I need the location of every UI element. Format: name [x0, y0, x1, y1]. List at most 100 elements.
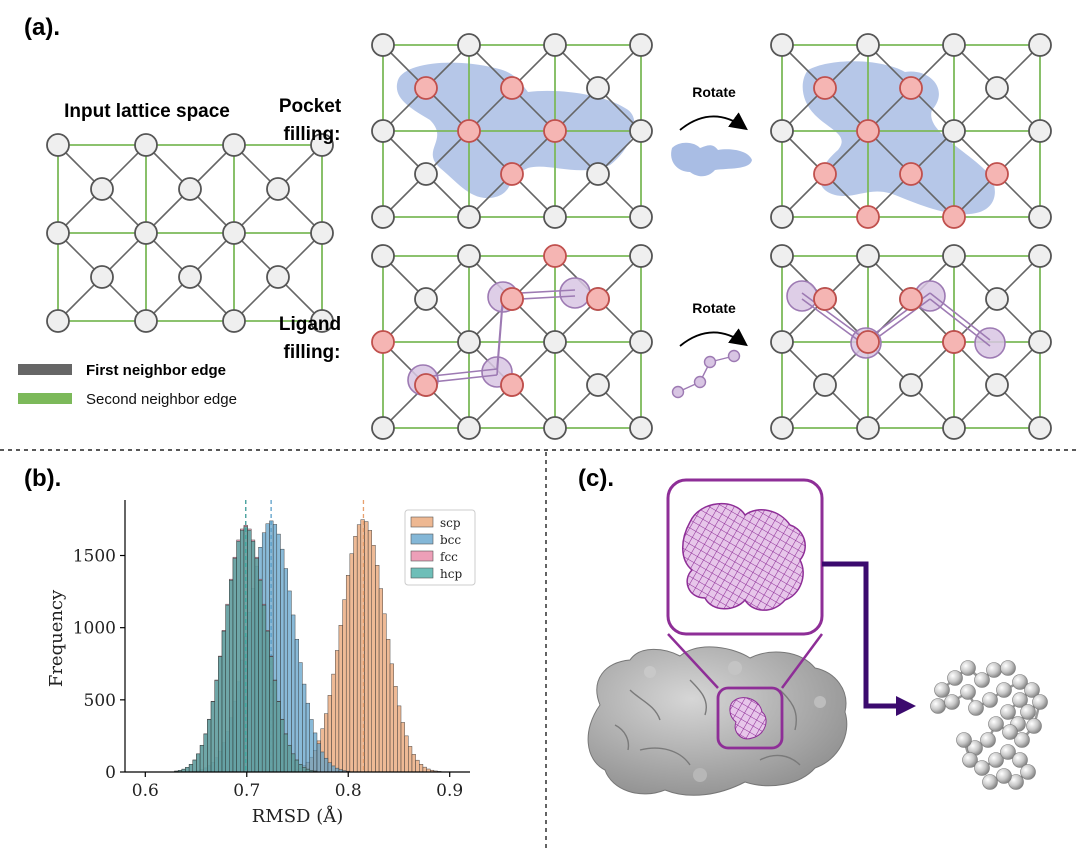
- rotate-arrow-2: Rotate: [671, 300, 748, 399]
- legend-label-bcc: bcc: [440, 533, 461, 547]
- lattice-node: [178, 177, 202, 201]
- histogram-bar: [287, 590, 292, 773]
- legend-swatch-scp: [410, 516, 434, 528]
- histogram-bar: [313, 732, 318, 773]
- lattice-node-selected: [985, 162, 1009, 186]
- histogram-bar: [338, 624, 343, 773]
- lattice-node: [310, 133, 334, 157]
- lattice-node: [543, 33, 567, 57]
- lattice-ball: [1000, 744, 1016, 760]
- histogram-bar: [364, 521, 369, 773]
- x-tick-label: 0.6: [132, 781, 159, 801]
- x-tick-label: 0.9: [436, 781, 463, 801]
- ligand-lattice-after: [770, 244, 1052, 440]
- histogram-bar: [327, 762, 332, 773]
- histogram-bar: [371, 545, 376, 773]
- histogram-bar: [291, 614, 296, 773]
- lattice-node: [899, 373, 923, 397]
- lattice-node: [371, 119, 395, 143]
- histogram-bar: [327, 695, 332, 773]
- histogram-bar: [404, 735, 409, 773]
- lattice-ball: [996, 682, 1012, 698]
- lattice-ball: [988, 752, 1004, 768]
- lattice-node: [1028, 33, 1052, 57]
- lattice-node: [856, 33, 880, 57]
- histogram-bar: [229, 580, 234, 773]
- histogram-bar: [272, 680, 278, 773]
- y-tick-label: 0: [105, 763, 116, 783]
- legend-swatch-hcp: [410, 567, 434, 579]
- pocket-mesh-small: [729, 697, 767, 740]
- histogram-bar: [196, 753, 201, 773]
- lattice-node: [90, 177, 114, 201]
- rotate-label-2: Rotate: [692, 300, 736, 316]
- lattice-node: [310, 309, 334, 333]
- histogram-bar: [389, 663, 394, 773]
- histogram-bar: [280, 719, 285, 773]
- histogram-bar: [408, 746, 413, 773]
- legend-second-edge: Second neighbor edge: [86, 391, 237, 408]
- lattice-node: [134, 133, 158, 157]
- lattice-ball: [974, 672, 990, 688]
- histogram-bar: [265, 630, 270, 773]
- lattice-node: [414, 162, 438, 186]
- histogram-bar: [203, 733, 208, 773]
- lattice-node-selected: [500, 373, 524, 397]
- rmsd-histogram: 0.6 0.7 0.8 0.9 0 500 1000 1500 RMSD (Å) Frequenc…: [46, 500, 476, 827]
- lattice-node: [457, 416, 481, 440]
- y-tick-label: 1000: [73, 619, 116, 639]
- lattice-ball: [930, 698, 946, 714]
- legend-first-edge: First neighbor edge: [86, 362, 226, 379]
- lattice-node: [985, 373, 1009, 397]
- lattice-ball: [944, 694, 960, 710]
- histogram-bar: [218, 656, 223, 773]
- lattice-node: [629, 205, 653, 229]
- histogram-bar: [349, 553, 354, 773]
- lattice-ball: [974, 760, 990, 776]
- lattice-node: [813, 373, 837, 397]
- lattice-node: [1028, 416, 1052, 440]
- histogram-bar: [221, 630, 226, 773]
- histogram-bar: [291, 753, 296, 773]
- pocket-filling-label-1: Pocket: [279, 96, 342, 117]
- lattice-ball: [956, 732, 972, 748]
- lattice-node-selected: [899, 287, 923, 311]
- lattice-node: [942, 416, 966, 440]
- lattice-node: [942, 33, 966, 57]
- lattice-ball: [986, 662, 1002, 678]
- pocket-mesh: [682, 502, 806, 611]
- lattice-ball: [996, 768, 1012, 784]
- lattice-node: [90, 265, 114, 289]
- lattice-node: [178, 265, 202, 289]
- lattice-node: [310, 221, 334, 245]
- lattice-node: [770, 33, 794, 57]
- histogram-bar: [254, 558, 259, 773]
- histogram-bar: [247, 530, 252, 773]
- histogram-bar: [335, 650, 340, 773]
- lattice-node-selected: [899, 76, 923, 100]
- histogram-bar: [240, 530, 245, 773]
- pocket-lattice-before: [371, 33, 653, 229]
- lattice-node: [770, 416, 794, 440]
- lattice-node: [371, 244, 395, 268]
- histogram-bar: [382, 613, 387, 773]
- lattice-node: [1028, 119, 1052, 143]
- lattice-node-selected: [414, 76, 438, 100]
- lattice-node-selected: [813, 76, 837, 100]
- edge-legend: First neighbor edge Second neighbor edge: [18, 362, 237, 408]
- pocket-lattice-after: [770, 33, 1052, 229]
- lattice-ball: [1012, 692, 1028, 708]
- histogram-bar: [331, 673, 336, 773]
- legend-label-scp: scp: [440, 516, 461, 530]
- lattice-node: [586, 373, 610, 397]
- histogram-bar: [185, 767, 190, 773]
- lattice-node-selected: [899, 162, 923, 186]
- lattice-ball: [934, 682, 950, 698]
- lattice-ligand-model: [930, 660, 1048, 790]
- lattice-ball: [947, 670, 963, 686]
- histogram-bar: [386, 639, 391, 773]
- chart-legend: scp bcc fcc hcp: [404, 509, 476, 586]
- lattice-ball: [1000, 704, 1016, 720]
- lattice-node: [985, 287, 1009, 311]
- lattice-node: [629, 244, 653, 268]
